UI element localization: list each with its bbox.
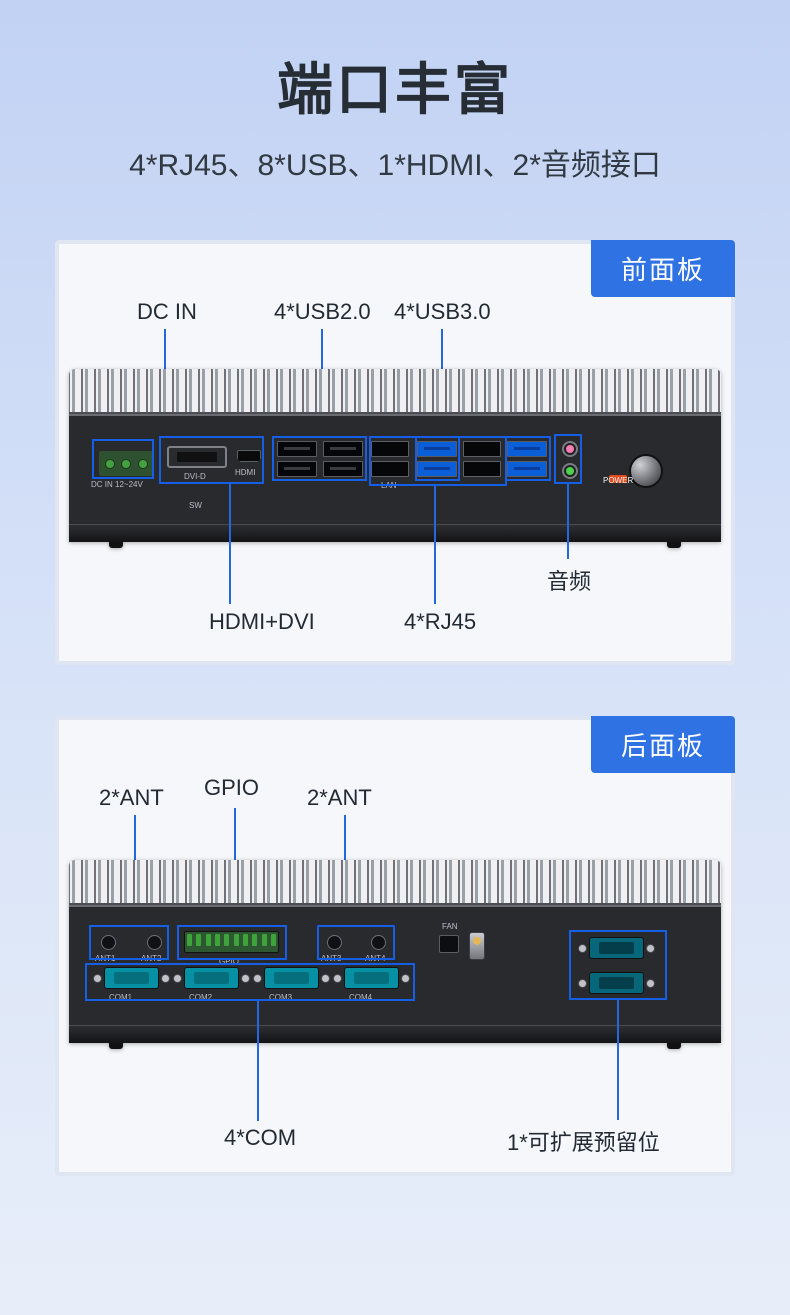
callout-exp: 1*可扩展预留位	[507, 1125, 660, 1157]
page-subtitle: 4*RJ45、8*USB、1*HDMI、2*音频接口	[0, 140, 790, 184]
page-title: 端口丰富	[0, 45, 790, 126]
back-tag: 后面板	[591, 716, 735, 773]
device-foot	[69, 1025, 721, 1043]
front-tag: 前面板	[591, 240, 735, 297]
heatsink	[69, 369, 721, 414]
callout-gpio: GPIO	[204, 775, 259, 801]
callout-usb2: 4*USB2.0	[274, 299, 371, 325]
port-fan	[439, 935, 459, 953]
lbl-fan: FAN	[442, 922, 458, 931]
front-panel: 前面板 DC IN 4*USB2.0 4*USB3.0 DC IN 12~24V…	[55, 240, 735, 665]
callout-dc: DC IN	[137, 299, 197, 325]
callout-usb3: 4*USB3.0	[394, 299, 491, 325]
box-audio	[554, 434, 582, 484]
box-exp	[569, 930, 667, 1000]
lbl-dcin: DC IN 12~24V	[91, 480, 143, 489]
device-foot	[69, 524, 721, 542]
box-ant34	[317, 925, 395, 960]
callout-com: 4*COM	[224, 1125, 296, 1151]
box-com	[85, 963, 415, 1001]
line	[434, 486, 436, 604]
box-hdmi	[159, 436, 264, 484]
callout-ant1: 2*ANT	[99, 785, 164, 811]
callout-rj45: 4*RJ45	[404, 609, 476, 635]
box-usb3b	[505, 436, 551, 481]
page: 端口丰富 4*RJ45、8*USB、1*HDMI、2*音频接口 前面板 DC I…	[0, 0, 790, 1315]
box-usb3a	[415, 436, 460, 481]
heatsink	[69, 860, 721, 905]
lbl-power: POWER	[603, 476, 633, 485]
line	[229, 484, 231, 604]
box-dc	[92, 439, 154, 479]
switch	[469, 932, 485, 960]
line	[257, 1001, 259, 1121]
callout-audio: 音频	[547, 564, 591, 596]
box-usb2	[272, 436, 367, 481]
power-button[interactable]	[629, 454, 663, 488]
box-ant12	[89, 925, 169, 960]
line	[567, 484, 569, 559]
box-gpio	[177, 925, 287, 960]
back-panel: 后面板 2*ANT GPIO 2*ANT ANT1 ANT2 GPIO ANT3…	[55, 716, 735, 1176]
callout-ant2: 2*ANT	[307, 785, 372, 811]
line	[617, 1000, 619, 1120]
lbl-sw: SW	[189, 501, 202, 510]
callout-hdmi: HDMI+DVI	[209, 609, 315, 635]
